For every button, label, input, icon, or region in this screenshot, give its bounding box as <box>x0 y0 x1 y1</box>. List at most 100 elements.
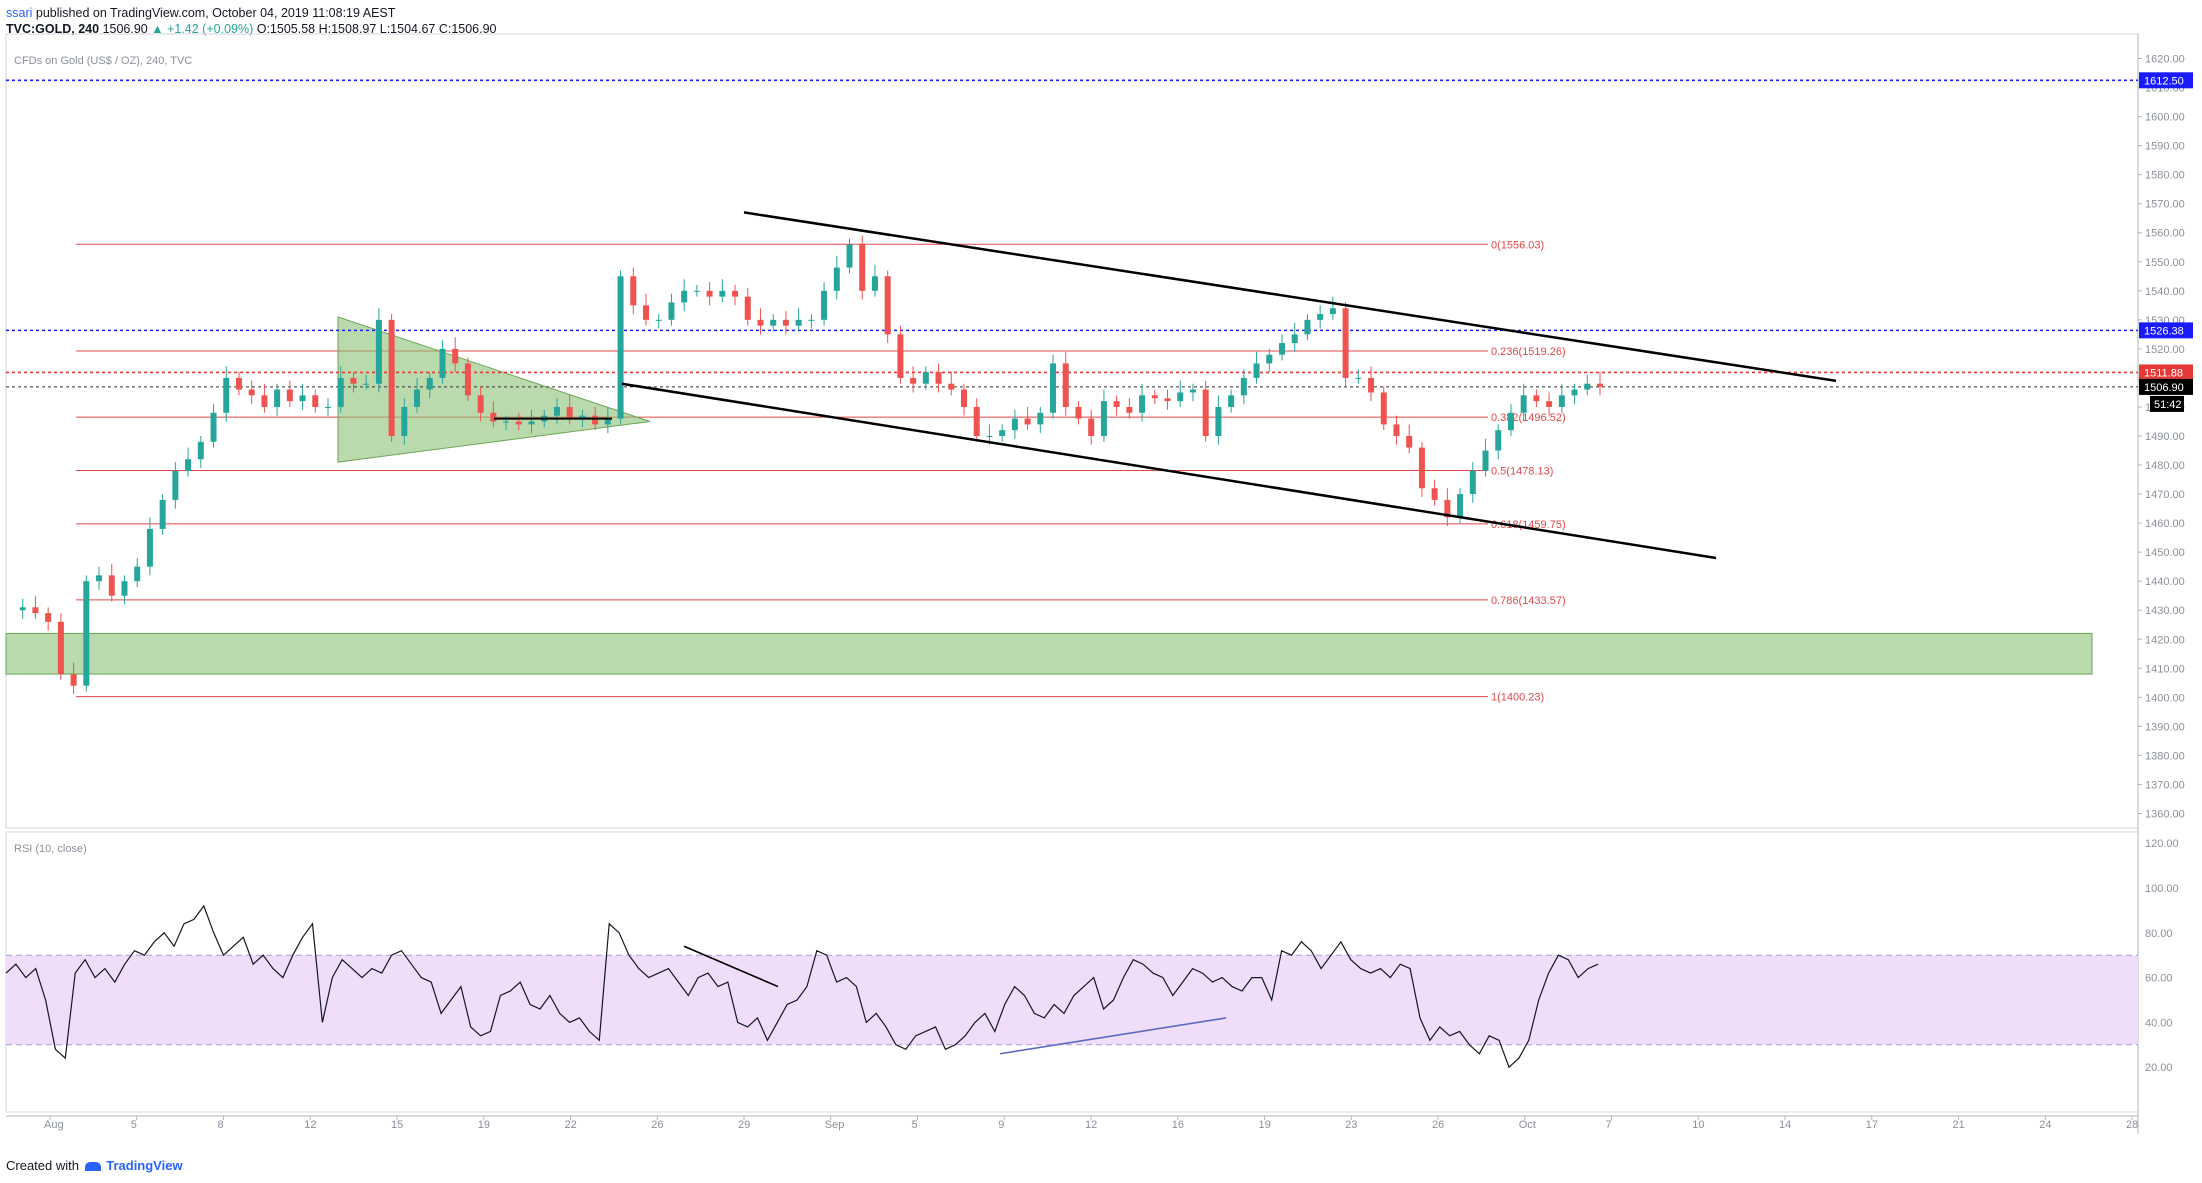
candle-body <box>630 276 637 306</box>
tradingview-brand[interactable]: TradingView <box>106 1158 183 1173</box>
candle-body <box>1355 377 1362 379</box>
candle-body <box>1126 406 1133 413</box>
time-tick-label: 9 <box>998 1119 1004 1131</box>
candle-body <box>70 674 77 686</box>
candle-body <box>1571 389 1578 396</box>
candle-body <box>210 412 217 442</box>
candle-body <box>248 389 255 396</box>
candle-body <box>795 319 802 326</box>
candle-body <box>719 290 726 297</box>
time-tick-label: 22 <box>565 1119 577 1131</box>
candle-body <box>681 290 688 303</box>
rsi-tick-label: 100.00 <box>2145 883 2179 895</box>
candle-body <box>859 244 866 291</box>
candle-body <box>1037 412 1044 425</box>
last-price: 1506.90 <box>102 22 148 36</box>
candle-body <box>1533 395 1540 402</box>
candle-body <box>439 348 446 378</box>
candle-body <box>1279 343 1285 355</box>
candle-body <box>1469 470 1476 495</box>
candle-body <box>643 305 649 320</box>
rsi-series-line <box>5 904 1599 1069</box>
time-tick-label: 24 <box>2039 1119 2051 1131</box>
candle-body <box>96 575 103 582</box>
candle-body <box>1406 436 1413 448</box>
price-tick-label: 1620.00 <box>2145 54 2185 66</box>
candle-body <box>1380 392 1387 425</box>
time-tick-label: 21 <box>1953 1119 1965 1131</box>
candle-body <box>1113 401 1120 407</box>
price-tick-label: 1450.00 <box>2145 547 2185 559</box>
candle-body <box>528 421 535 425</box>
candle-body <box>808 319 815 321</box>
candle-body <box>1431 488 1438 500</box>
fib-level-label: 1(1400.23) <box>1491 692 1544 704</box>
time-tick-label: Aug <box>44 1119 64 1131</box>
candle-body <box>1546 401 1553 407</box>
rsi-trendline-bearish <box>683 945 779 988</box>
price-change: ▲ +1.42 (+0.09%) <box>151 22 254 36</box>
time-tick-label: 19 <box>1259 1119 1271 1131</box>
candle-body <box>223 377 230 413</box>
time-tick-label: 10 <box>1692 1119 1704 1131</box>
candle-body <box>871 276 878 291</box>
price-tick-label: 1380.00 <box>2145 750 2185 762</box>
candle-body <box>274 389 281 407</box>
candle-body <box>935 372 942 384</box>
candle-body <box>1177 392 1184 402</box>
candle-body <box>235 377 242 390</box>
rsi-tick-label: 80.00 <box>2145 928 2173 940</box>
candle-body <box>375 319 382 384</box>
price-tick-label: 1540.00 <box>2145 286 2185 298</box>
candle-body <box>693 290 700 292</box>
level-price-tag <box>2139 72 2193 89</box>
time-tick-label: 12 <box>304 1119 316 1131</box>
ohlc-values: O:1505.58 H:1508.97 L:1504.67 C:1506.90 <box>256 22 497 36</box>
candle-body <box>1507 412 1514 431</box>
candle-body <box>1317 314 1324 320</box>
candle-body <box>999 430 1006 436</box>
candle-body <box>325 406 331 408</box>
candle-body <box>655 319 662 321</box>
candle-body <box>426 377 433 390</box>
price-tick-label: 1420.00 <box>2145 634 2185 646</box>
candle-body <box>1368 377 1375 393</box>
candle-body <box>121 581 128 596</box>
price-tick-label: 1490.00 <box>2145 431 2185 443</box>
time-tick-label: Sep <box>825 1119 845 1131</box>
candle-body <box>706 290 713 297</box>
candle-body <box>134 566 141 582</box>
time-tick-label: 14 <box>1779 1119 1791 1131</box>
candle-body <box>592 415 599 425</box>
fib-level-label: 0(1556.03) <box>1491 239 1544 251</box>
candle-body <box>1304 319 1311 335</box>
author-link[interactable]: ssari <box>6 6 33 20</box>
time-tick-label: 17 <box>1866 1119 1878 1131</box>
price-tick-label: 1430.00 <box>2145 605 2185 617</box>
publish-line: ssari published on TradingView.com, Octo… <box>6 6 395 20</box>
triangle-pattern <box>337 316 651 463</box>
footer: Created with TradingView <box>6 1158 183 1173</box>
candle-body <box>146 528 153 567</box>
candle-body <box>1418 447 1425 489</box>
candle-body <box>948 383 955 390</box>
candle-body <box>1139 395 1146 413</box>
candle-body <box>1050 363 1057 413</box>
candle-body <box>617 276 624 419</box>
candle-body <box>159 499 166 529</box>
candle-body <box>922 372 929 384</box>
price-tick-label: 1400.00 <box>2145 692 2185 704</box>
candle-body <box>388 319 395 436</box>
price-tick-label: 1580.00 <box>2145 170 2185 182</box>
candle-body <box>1011 418 1018 431</box>
candle-body <box>1393 424 1400 436</box>
price-tick-label: 1550.00 <box>2145 257 2185 269</box>
candle-body <box>261 395 268 407</box>
candle-body <box>1164 398 1171 402</box>
candle-body <box>1215 406 1222 436</box>
candle-body <box>986 436 993 437</box>
candle-body <box>1266 354 1273 364</box>
candle-body <box>363 383 370 385</box>
candle-body <box>846 244 853 268</box>
